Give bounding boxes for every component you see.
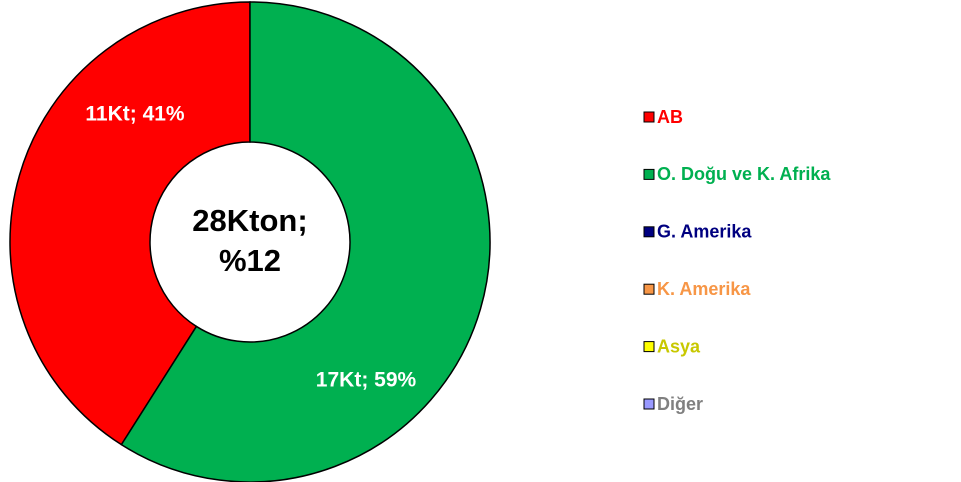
legend-label: Diğer bbox=[657, 394, 703, 414]
slice bbox=[9, 1, 251, 446]
legend-marker bbox=[643, 168, 655, 180]
legend-marker bbox=[643, 283, 655, 295]
legend-label: Asya bbox=[657, 336, 701, 356]
data-label: 17Kt; 59% bbox=[316, 369, 417, 392]
legend-label: O. Doğu ve K. Afrika bbox=[657, 164, 831, 184]
center-label: 28Kton; bbox=[192, 203, 307, 238]
center-label: %12 bbox=[219, 243, 281, 278]
legend-label: AB bbox=[657, 107, 683, 127]
legend-marker bbox=[643, 111, 655, 123]
legend-label: K. Amerika bbox=[657, 279, 751, 299]
legend-marker bbox=[643, 341, 655, 353]
legend-label: G. Amerika bbox=[657, 222, 752, 242]
legend-marker bbox=[643, 398, 655, 410]
legend-marker bbox=[643, 226, 655, 238]
data-label: 11Kt; 41% bbox=[85, 103, 185, 126]
